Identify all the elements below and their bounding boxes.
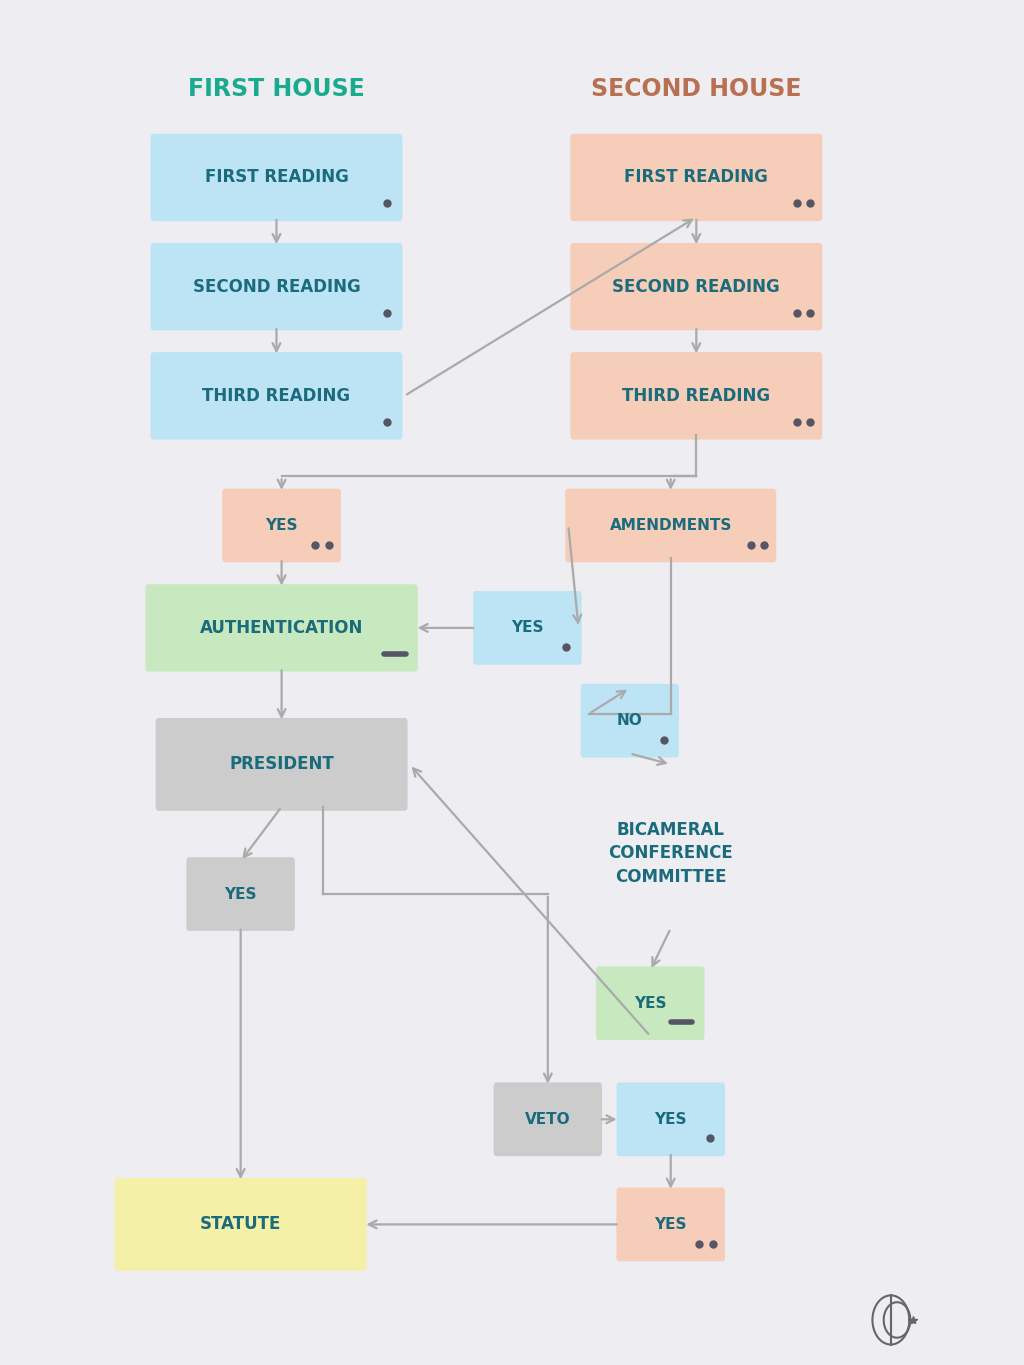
FancyBboxPatch shape bbox=[570, 243, 822, 330]
FancyBboxPatch shape bbox=[473, 591, 582, 665]
Text: AMENDMENTS: AMENDMENTS bbox=[609, 519, 732, 532]
FancyBboxPatch shape bbox=[494, 1082, 602, 1156]
Text: YES: YES bbox=[224, 887, 257, 901]
Text: AUTHENTICATION: AUTHENTICATION bbox=[200, 618, 364, 637]
Text: STATUTE: STATUTE bbox=[200, 1215, 282, 1234]
Text: FIRST READING: FIRST READING bbox=[205, 168, 348, 187]
FancyBboxPatch shape bbox=[151, 243, 402, 330]
FancyBboxPatch shape bbox=[151, 134, 402, 221]
FancyBboxPatch shape bbox=[581, 684, 679, 758]
FancyBboxPatch shape bbox=[565, 489, 776, 562]
Text: FIRST READING: FIRST READING bbox=[625, 168, 768, 187]
Text: SECOND READING: SECOND READING bbox=[612, 277, 780, 296]
Text: THIRD READING: THIRD READING bbox=[203, 386, 350, 405]
Text: PRESIDENT: PRESIDENT bbox=[229, 755, 334, 774]
FancyBboxPatch shape bbox=[222, 489, 341, 562]
Text: BICAMERAL
CONFERENCE
COMMITTEE: BICAMERAL CONFERENCE COMMITTEE bbox=[608, 820, 733, 886]
Text: SECOND READING: SECOND READING bbox=[193, 277, 360, 296]
FancyBboxPatch shape bbox=[616, 1188, 725, 1261]
Text: YES: YES bbox=[654, 1218, 687, 1231]
Text: NO: NO bbox=[616, 714, 643, 728]
Text: FIRST HOUSE: FIRST HOUSE bbox=[188, 76, 365, 101]
FancyBboxPatch shape bbox=[596, 966, 705, 1040]
Text: YES: YES bbox=[265, 519, 298, 532]
FancyBboxPatch shape bbox=[186, 857, 295, 931]
FancyBboxPatch shape bbox=[115, 1178, 367, 1271]
Text: YES: YES bbox=[511, 621, 544, 635]
Text: YES: YES bbox=[654, 1112, 687, 1126]
FancyBboxPatch shape bbox=[616, 1082, 725, 1156]
FancyBboxPatch shape bbox=[570, 352, 822, 440]
Text: THIRD READING: THIRD READING bbox=[623, 386, 770, 405]
FancyBboxPatch shape bbox=[570, 134, 822, 221]
FancyBboxPatch shape bbox=[145, 584, 418, 672]
FancyBboxPatch shape bbox=[151, 352, 402, 440]
FancyBboxPatch shape bbox=[156, 718, 408, 811]
Text: SECOND HOUSE: SECOND HOUSE bbox=[591, 76, 802, 101]
Text: YES: YES bbox=[634, 996, 667, 1010]
Text: VETO: VETO bbox=[525, 1112, 570, 1126]
